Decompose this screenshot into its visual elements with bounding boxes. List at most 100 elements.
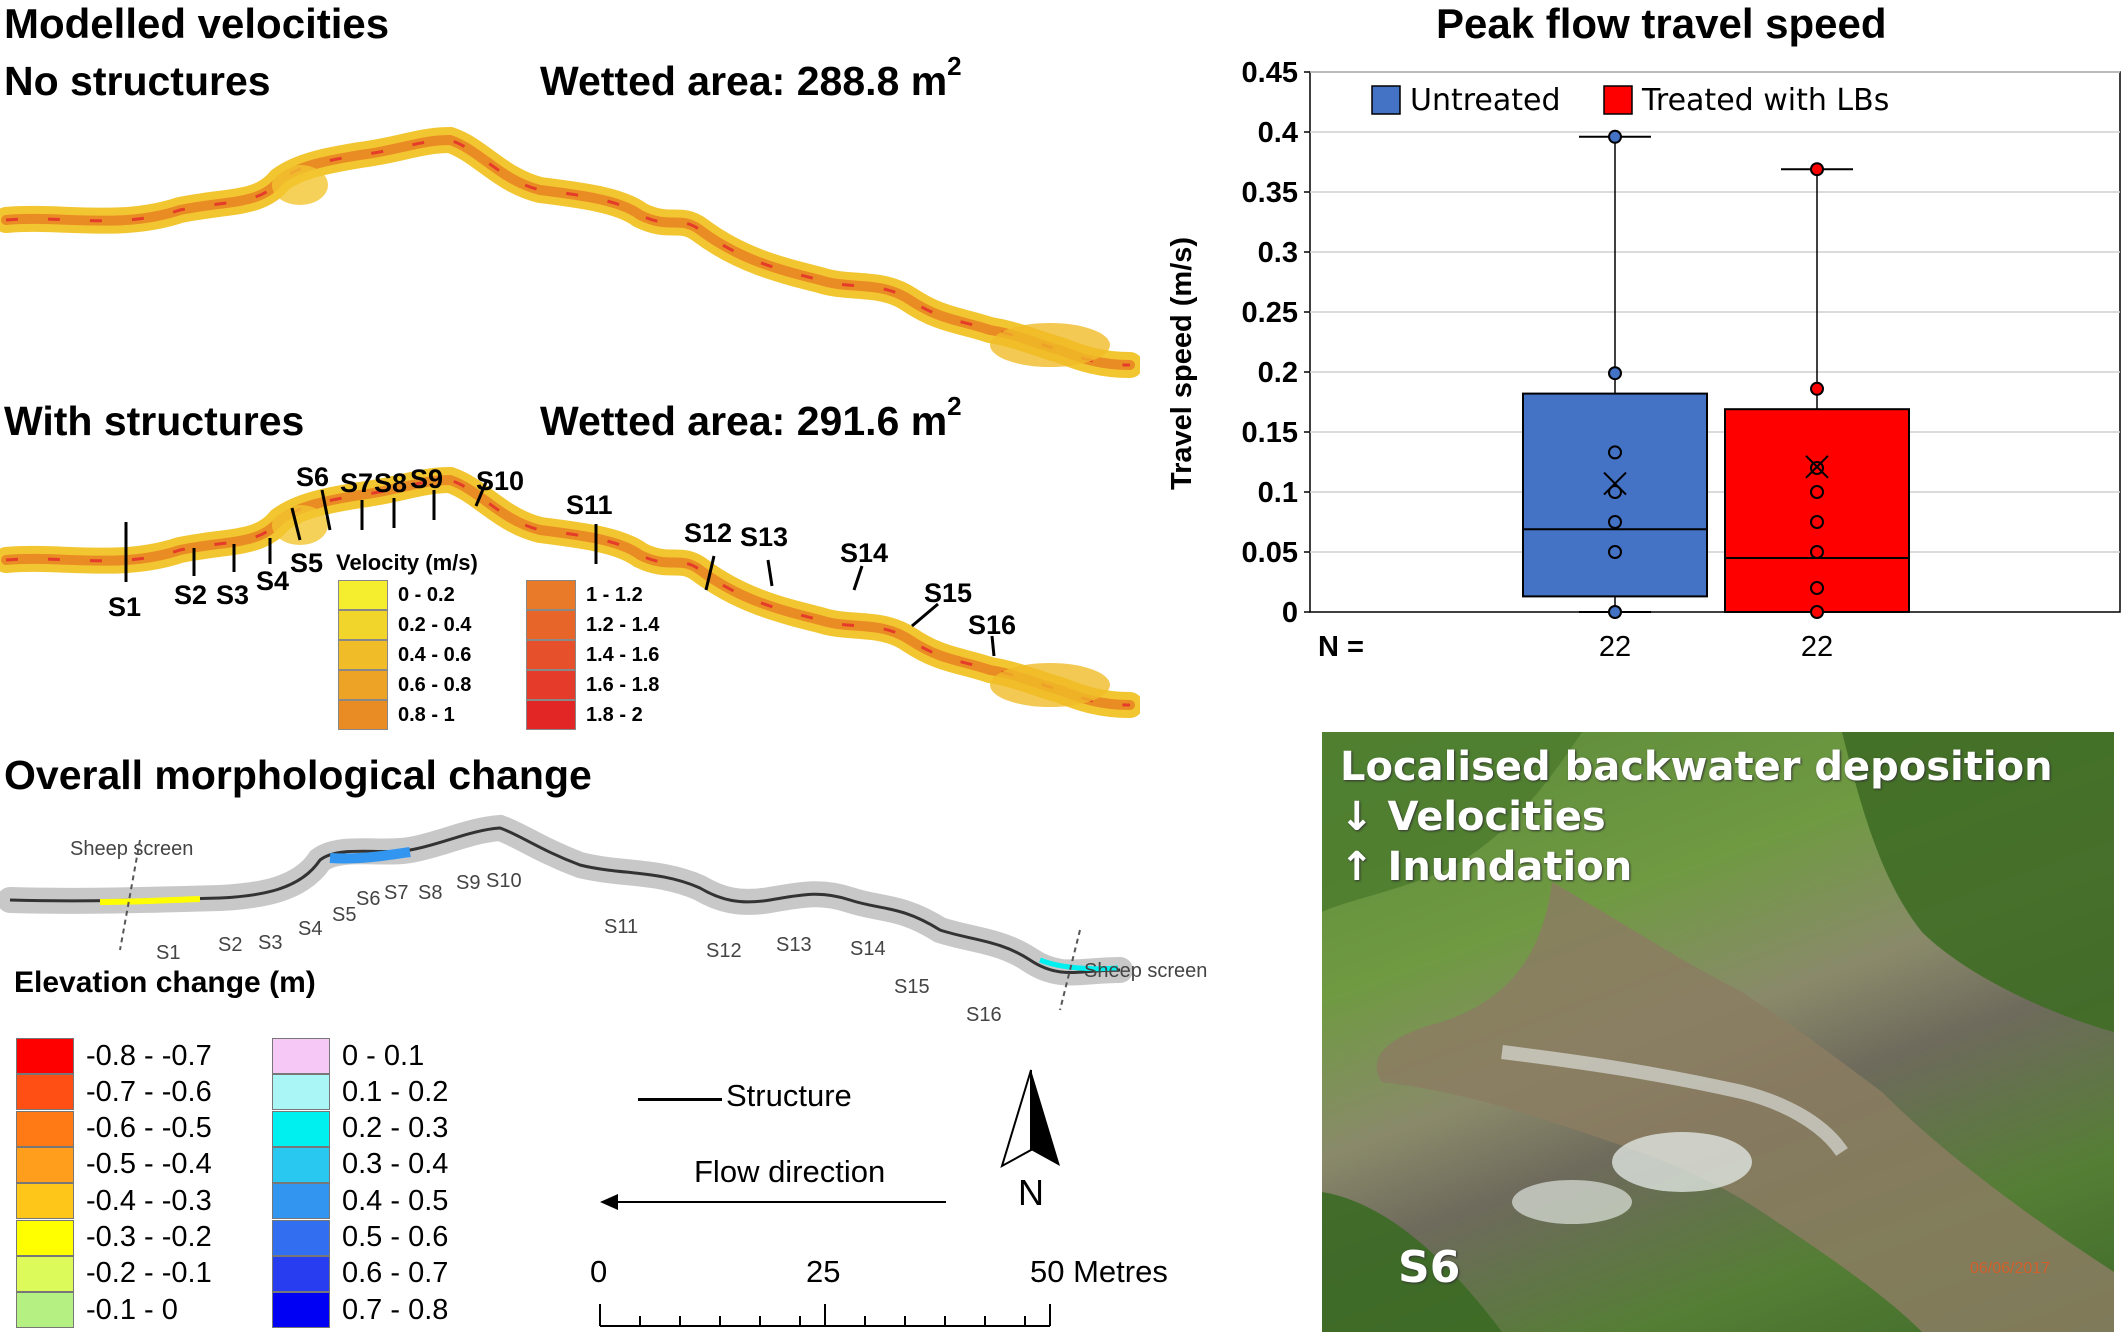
data-point [1608, 485, 1622, 499]
velocity-legend-label: 1.4 - 1.6 [586, 643, 660, 666]
elevation-legend-swatch [16, 1074, 74, 1111]
velocity-legend-label: 0 - 0.2 [398, 583, 455, 606]
velocity-legend-label: 0.6 - 0.8 [398, 673, 472, 696]
morph-site-s13: S13 [776, 934, 812, 956]
velocity-legend-label: 0.2 - 0.4 [398, 613, 472, 636]
structure-legend-line [638, 1098, 722, 1101]
data-point [1608, 545, 1622, 559]
structure-legend-label: Structure [726, 1078, 852, 1113]
elevation-legend-item: 0.5 - 0.6 [272, 1219, 449, 1256]
morph-site-s4: S4 [298, 918, 323, 940]
elevation-legend-label: 0.6 - 0.7 [342, 1257, 449, 1290]
elevation-legend-swatch [272, 1074, 330, 1111]
velocity-legend-swatch [526, 610, 576, 640]
velocity-legend-swatch [338, 610, 388, 640]
elevation-legend-swatch [16, 1292, 74, 1329]
site-label-s3: S3 [216, 580, 250, 610]
elevation-legend-label: -0.4 - -0.3 [86, 1184, 212, 1217]
chart-title: Peak flow travel speed [1436, 0, 1887, 47]
morph-site-s6: S6 [356, 888, 381, 910]
photo-site-label: S6 [1398, 1242, 1461, 1293]
site-label-s9: S9 [410, 464, 444, 494]
elevation-legend-item: -0.7 - -0.6 [16, 1074, 212, 1111]
elevation-legend-swatch [272, 1292, 330, 1329]
elevation-legend-item: -0.4 - -0.3 [16, 1183, 212, 1220]
elevation-legend-item: 0.1 - 0.2 [272, 1074, 449, 1111]
elevation-legend-label: -0.6 - -0.5 [86, 1112, 212, 1145]
morph-site-s15: S15 [894, 976, 930, 998]
velocity-legend-swatch [338, 580, 388, 610]
morph-site-s2: S2 [218, 934, 243, 956]
box [1724, 408, 1910, 614]
elevation-change-title: Elevation change (m) [14, 966, 316, 999]
velocity-legend-label: 1 - 1.2 [586, 583, 643, 606]
elevation-legend-item: -0.1 - 0 [16, 1292, 178, 1329]
elevation-legend-swatch [16, 1183, 74, 1220]
elevation-legend-label: -0.7 - -0.6 [86, 1075, 212, 1108]
n-label: N = [1318, 631, 1364, 663]
scale-bar [599, 1304, 1051, 1327]
data-point [1810, 581, 1824, 595]
mean-marker [1805, 455, 1829, 479]
elevation-legend-label: 0.1 - 0.2 [342, 1075, 449, 1108]
scale-tick-50: 50 Metres [1030, 1254, 1168, 1289]
elevation-legend-label: 0.2 - 0.3 [342, 1112, 449, 1145]
mean-marker [1603, 471, 1627, 496]
velocity-legend-item: 0 - 0.2 [338, 580, 455, 610]
data-point [1608, 605, 1622, 619]
site-label-s16: S16 [968, 610, 1017, 640]
elevation-legend-label: -0.8 - -0.7 [86, 1039, 212, 1072]
box [1522, 392, 1708, 598]
site-label-s7: S7 [340, 468, 374, 498]
legend-swatch [1603, 85, 1633, 115]
morph-site-s9: S9 [456, 872, 481, 894]
elevation-legend-label: 0.5 - 0.6 [342, 1221, 449, 1253]
y-tick-label: 0.45 [1242, 57, 1298, 89]
velocity-legend-label: 1.6 - 1.8 [586, 673, 660, 696]
site-label-s1: S1 [108, 592, 142, 622]
velocity-legend-label: 0.4 - 0.6 [398, 643, 472, 666]
site-label-s12: S12 [684, 518, 733, 548]
site-photo: Localised backwater deposition ↓ Velocit… [1322, 732, 2114, 1332]
legend-label: Untreated [1410, 83, 1561, 118]
morph-site-s10: S10 [486, 870, 522, 892]
elevation-legend-label: -0.1 - 0 [86, 1293, 178, 1326]
photo-caption-inundation: ↑ Inundation [1340, 844, 1633, 890]
sheep-screen-label-downstream: Sheep screen [1084, 960, 1208, 982]
data-point [1608, 515, 1622, 529]
elevation-legend-item: 0.3 - 0.4 [272, 1146, 448, 1183]
with-structures-label: With structures [4, 398, 305, 444]
data-point [1810, 485, 1824, 499]
flow-direction-label: Flow direction [694, 1154, 886, 1189]
velocity-legend-item: 1 - 1.2 [526, 580, 643, 610]
y-tick-label: 0.3 [1258, 237, 1298, 269]
sheep-screen-label-upstream: Sheep screen [70, 838, 194, 860]
elevation-legend-item: 0.7 - 0.8 [272, 1292, 449, 1329]
scale-tick-25: 25 [806, 1254, 841, 1289]
elevation-legend-label: 0.7 - 0.8 [342, 1293, 449, 1326]
elevation-legend-item: -0.5 - -0.4 [16, 1146, 212, 1183]
data-point [1810, 162, 1824, 177]
y-tick-label: 0.4 [1258, 117, 1298, 149]
flow-direction-arrow [600, 1194, 946, 1210]
data-point [1810, 605, 1824, 619]
morph-site-s3: S3 [258, 932, 283, 954]
elevation-legend-swatch [272, 1255, 330, 1292]
data-point [1810, 545, 1824, 559]
elevation-legend-item: 0.6 - 0.7 [272, 1255, 449, 1292]
velocity-legend-swatch [526, 700, 576, 730]
elevation-legend-swatch [16, 1110, 74, 1147]
y-tick-label: 0.25 [1242, 297, 1298, 329]
y-tick-label: 0.15 [1242, 417, 1298, 449]
velocity-legend-swatch [338, 640, 388, 670]
y-tick-label: 0.2 [1258, 357, 1298, 389]
elevation-legend-swatch [16, 1038, 74, 1074]
velocity-legend-item: 0.4 - 0.6 [338, 640, 471, 670]
wetted-area-no-structures: Wetted area: 288.8 m2 [540, 51, 962, 104]
morph-site-s16: S16 [966, 1004, 1002, 1026]
velocity-legend-swatch [338, 700, 388, 730]
elevation-legend-swatch [272, 1038, 330, 1074]
photo-caption-velocities: ↓ Velocities [1340, 794, 1606, 840]
morph-site-s1: S1 [156, 942, 181, 964]
photo-datestamp: 06/06/2017 [1970, 1260, 2051, 1277]
